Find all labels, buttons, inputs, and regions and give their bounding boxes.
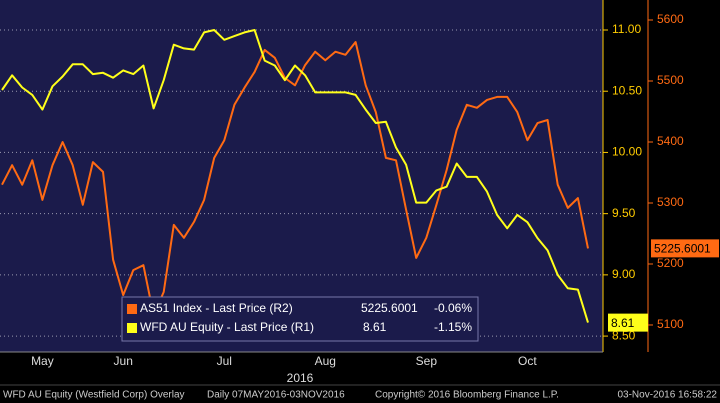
last-value-label: 8.61 — [611, 316, 635, 330]
legend-value: 8.61 — [363, 320, 387, 334]
x-tick-label: Aug — [315, 354, 336, 368]
y-tick-label: 11.00 — [612, 22, 641, 36]
footer-text: WFD AU Equity (Westfield Corp) Overlay — [3, 390, 185, 401]
legend-box — [121, 296, 479, 342]
line-series — [1, 41, 589, 317]
footer-text: 03-Nov-2016 16:58:22 — [617, 390, 717, 401]
y-tick-label: 8.50 — [612, 328, 636, 342]
last-value-badge — [608, 313, 648, 332]
last-value-badge — [651, 239, 719, 258]
x-tick-label: Oct — [518, 354, 537, 368]
y-tick-label: 9.50 — [612, 206, 636, 220]
x-tick-label: Jun — [114, 354, 133, 368]
legend-change: -1.15% — [434, 320, 472, 334]
y2-tick-label: 5400 — [657, 134, 684, 148]
line-series — [1, 29, 589, 323]
y2-tick-label: 5100 — [657, 317, 684, 331]
legend-swatch — [127, 304, 137, 314]
x-tick-label: Sep — [416, 354, 438, 368]
y-tick-label: 9.00 — [612, 267, 636, 281]
plot-area — [0, 0, 603, 352]
footer-text: Daily 07MAY2016-03NOV2016 — [207, 390, 345, 401]
x-tick-label: Jul — [217, 354, 232, 368]
last-value-label: 5225.6001 — [654, 242, 711, 256]
y2-tick-label: 5500 — [657, 73, 684, 87]
legend-swatch — [127, 323, 137, 333]
y-tick-label: 10.00 — [612, 145, 642, 159]
x-axis-label: 2016 — [287, 371, 314, 385]
legend-label: AS51 Index - Last Price (R2) — [140, 301, 293, 315]
legend-label: WFD AU Equity - Last Price (R1) — [140, 320, 314, 334]
footer-text: Copyright© 2016 Bloomberg Finance L.P. — [375, 390, 559, 401]
y2-tick-label: 5200 — [657, 256, 684, 270]
x-tick-label: May — [31, 354, 54, 368]
y2-tick-label: 5600 — [657, 12, 684, 26]
y2-tick-label: 5300 — [657, 195, 684, 209]
legend-value: 5225.6001 — [361, 301, 418, 315]
y-tick-label: 10.50 — [612, 83, 642, 97]
legend-change: -0.06% — [434, 301, 472, 315]
